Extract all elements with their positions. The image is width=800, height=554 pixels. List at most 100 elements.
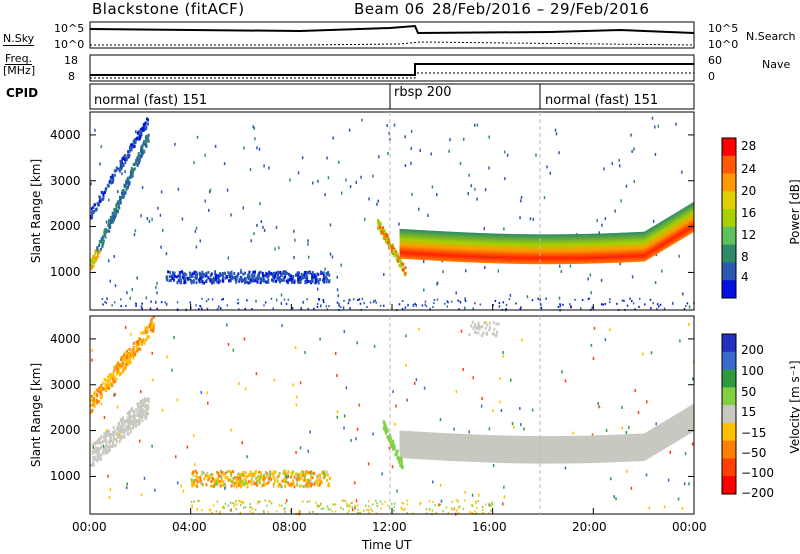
echo-cell	[125, 187, 128, 191]
echo-cell	[394, 252, 397, 256]
echo-cell	[500, 409, 503, 413]
echo-cell	[341, 499, 344, 502]
ground-scatter-cell	[583, 233, 585, 264]
ground-scatter-cell	[593, 435, 596, 463]
echo-cell	[201, 279, 204, 283]
echo-cell	[95, 450, 98, 454]
power-ytick-3000: 3000	[50, 174, 81, 188]
ground-scatter-cell	[526, 234, 529, 265]
echo-cell	[118, 440, 121, 444]
echo-cell	[250, 482, 253, 486]
echo-cell	[336, 275, 339, 279]
ground-scatter-cell	[663, 421, 666, 449]
echo-cell	[229, 272, 232, 276]
echo-cell	[110, 444, 113, 448]
echo-cell	[326, 505, 329, 508]
echo-cell	[290, 280, 293, 284]
echo-cell	[645, 473, 648, 477]
echo-cell	[248, 270, 251, 274]
echo-cell	[123, 158, 126, 162]
ground-scatter-cell	[688, 406, 691, 434]
echo-cell	[307, 478, 310, 482]
echo-cell	[391, 243, 394, 247]
ground-scatter-cell	[554, 436, 557, 464]
echo-cell	[237, 477, 240, 481]
echo-cell	[616, 302, 618, 305]
echo-cell	[410, 161, 412, 165]
echo-cell	[144, 329, 147, 333]
echo-cell	[374, 299, 377, 302]
echo-cell	[132, 144, 135, 148]
echo-cell	[251, 308, 253, 311]
echo-cell	[428, 508, 431, 511]
echo-cell	[239, 511, 242, 514]
echo-cell	[106, 450, 109, 454]
echo-cell	[263, 511, 265, 514]
echo-cell	[123, 421, 126, 425]
ground-scatter-cell	[492, 435, 495, 463]
echo-cell	[120, 167, 123, 171]
echo-cell	[475, 512, 478, 515]
echo-cell	[292, 383, 294, 387]
echo-cell	[208, 476, 211, 480]
echo-cell	[262, 279, 265, 283]
echo-cell	[623, 299, 625, 302]
echo-cell	[94, 249, 97, 253]
power-colorbar-swatch	[722, 209, 736, 228]
echo-cell	[394, 453, 397, 457]
echo-cell	[325, 280, 328, 284]
echo-cell	[389, 242, 392, 246]
vel-cbar-tick-m15: −15	[741, 426, 767, 440]
echo-cell	[226, 304, 229, 307]
ground-scatter-cell	[578, 234, 580, 264]
echo-cell	[320, 502, 322, 505]
echo-cell	[362, 509, 365, 512]
ground-scatter-cell	[546, 234, 549, 265]
echo-cell	[146, 330, 149, 334]
ground-scatter-cell	[458, 433, 461, 462]
ground-scatter-cell	[514, 234, 516, 264]
echo-cell	[185, 273, 188, 277]
echo-cell	[136, 402, 139, 406]
echo-cell	[469, 511, 471, 514]
echo-cell	[100, 388, 103, 392]
echo-cell	[372, 432, 374, 436]
echo-cell	[462, 137, 465, 141]
ground-scatter-cell	[652, 226, 655, 257]
ground-scatter-cell	[637, 231, 640, 262]
echo-cell	[200, 479, 203, 483]
echo-cell	[238, 279, 241, 283]
echo-cell	[136, 131, 139, 135]
echo-cell	[439, 418, 442, 422]
echo-cell	[219, 274, 222, 278]
echo-cell	[453, 507, 456, 510]
freq-line	[90, 63, 694, 76]
echo-cell	[358, 512, 361, 515]
echo-cell	[245, 280, 248, 284]
echo-cell	[293, 279, 296, 283]
echo-cell	[349, 299, 351, 302]
ground-scatter-cell	[633, 433, 636, 462]
echo-cell	[107, 259, 110, 263]
ground-scatter-cell	[408, 229, 411, 260]
echo-cell	[203, 281, 206, 285]
echo-cell	[290, 482, 293, 486]
echo-cell	[189, 276, 191, 280]
echo-cell	[393, 506, 395, 509]
echo-cell	[251, 273, 254, 277]
ground-scatter-cell	[685, 206, 687, 237]
echo-cell	[295, 474, 298, 478]
echo-cell	[143, 341, 146, 345]
echo-cell	[387, 151, 389, 155]
ground-scatter-cell	[511, 435, 514, 464]
ground-scatter-cell	[636, 232, 638, 262]
echo-cell	[253, 274, 256, 278]
ground-scatter-cell	[672, 416, 675, 444]
ground-scatter-cell	[434, 230, 437, 261]
echo-cell	[587, 277, 589, 281]
echo-cell	[99, 390, 102, 394]
echo-cell	[267, 280, 270, 284]
vel-cbar-tick-15: 15	[741, 405, 757, 419]
echo-cell	[230, 508, 232, 512]
ground-scatter-cell	[643, 231, 646, 262]
